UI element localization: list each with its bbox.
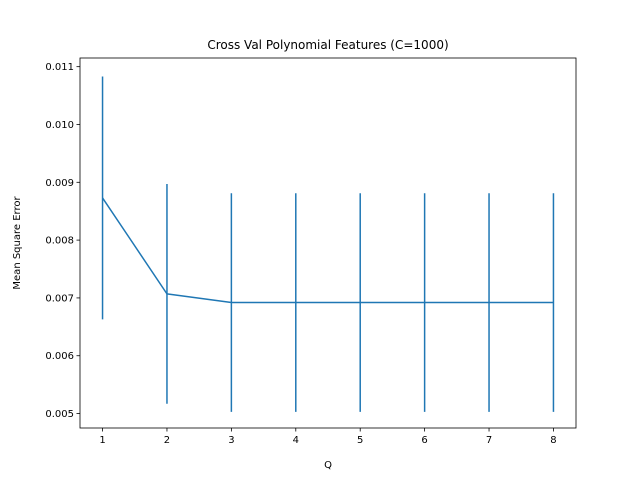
x-tick-label: 3	[228, 435, 234, 446]
y-tick-label: 0.010	[45, 120, 74, 131]
y-tick-label: 0.006	[45, 351, 74, 362]
x-tick-label: 7	[486, 435, 492, 446]
y-tick-label: 0.005	[45, 409, 74, 420]
x-tick-label: 6	[421, 435, 427, 446]
y-tick-label: 0.011	[45, 62, 74, 73]
axis-ticks: 1 2 3 4 5 6 7 8 0.005 0.006 0.007 0.008 0.009 0.010 0.…	[45, 62, 556, 446]
chart-title: Cross Val Polynomial Features (C=1000)	[207, 38, 448, 52]
y-tick-label: 0.007	[45, 293, 74, 304]
series-line	[101, 197, 554, 304]
y-tick-label: 0.008	[45, 236, 74, 247]
plot-frame	[79, 57, 577, 429]
x-tick-label: 1	[99, 435, 105, 446]
x-tick-label: 8	[550, 435, 556, 446]
plot-area	[101, 76, 555, 412]
y-tick-label: 0.009	[45, 178, 74, 189]
y-axis-label: Mean Square Error	[12, 196, 23, 290]
x-axis-label: Q	[324, 460, 332, 471]
x-tick-label: 5	[357, 435, 363, 446]
x-tick-label: 2	[164, 435, 170, 446]
x-tick-label: 4	[293, 435, 299, 446]
